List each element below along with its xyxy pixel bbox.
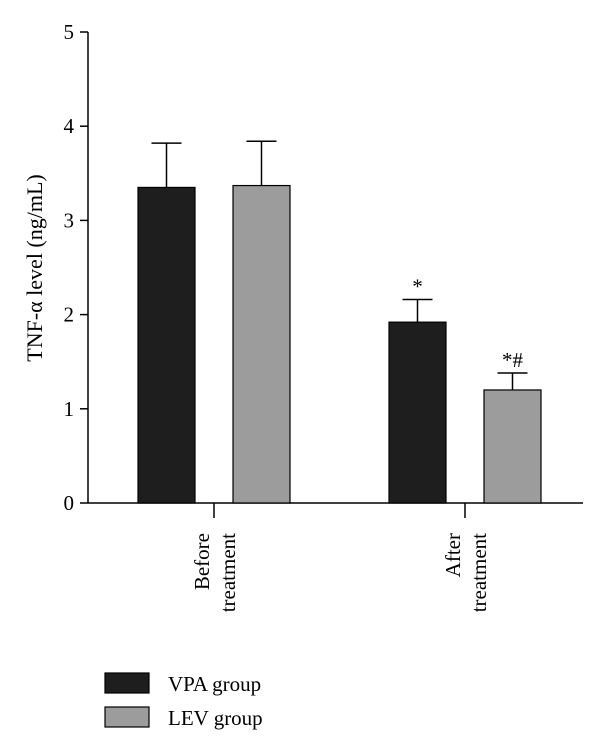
legend: VPA group LEV group — [104, 672, 263, 730]
category-label: After treatment — [441, 533, 491, 612]
y-axis: 0 1 2 3 4 5 — [64, 20, 89, 515]
category-label: Before treatment — [190, 533, 240, 612]
y-tick-label: 0 — [64, 491, 75, 515]
category-label-line: treatment — [467, 533, 491, 612]
legend-label: VPA group — [168, 672, 261, 696]
bar-lev-group — [483, 389, 542, 504]
legend-swatch — [104, 672, 150, 694]
y-tick-label: 1 — [64, 397, 75, 421]
y-tick-label: 4 — [64, 114, 75, 138]
bar-vpa-group — [388, 321, 447, 504]
bars — [137, 140, 542, 504]
category-label-line: After — [441, 533, 465, 577]
bar-vpa-group — [137, 186, 196, 504]
legend-label: LEV group — [168, 706, 263, 730]
legend-swatch — [104, 706, 150, 728]
category-label-line: Before — [190, 533, 214, 590]
y-axis-label: TNF-α level (ng/mL) — [22, 174, 47, 361]
y-tick-label: 5 — [64, 20, 75, 44]
y-tick-label: 2 — [64, 303, 75, 327]
category-label-line: treatment — [216, 533, 240, 612]
significance-marker: *# — [502, 348, 524, 372]
x-axis: Before treatment After treatment — [88, 502, 583, 612]
annotations: * *# — [412, 275, 523, 372]
bar-lev-group — [232, 184, 291, 504]
significance-marker: * — [412, 275, 423, 299]
y-tick-label: 3 — [64, 208, 75, 232]
